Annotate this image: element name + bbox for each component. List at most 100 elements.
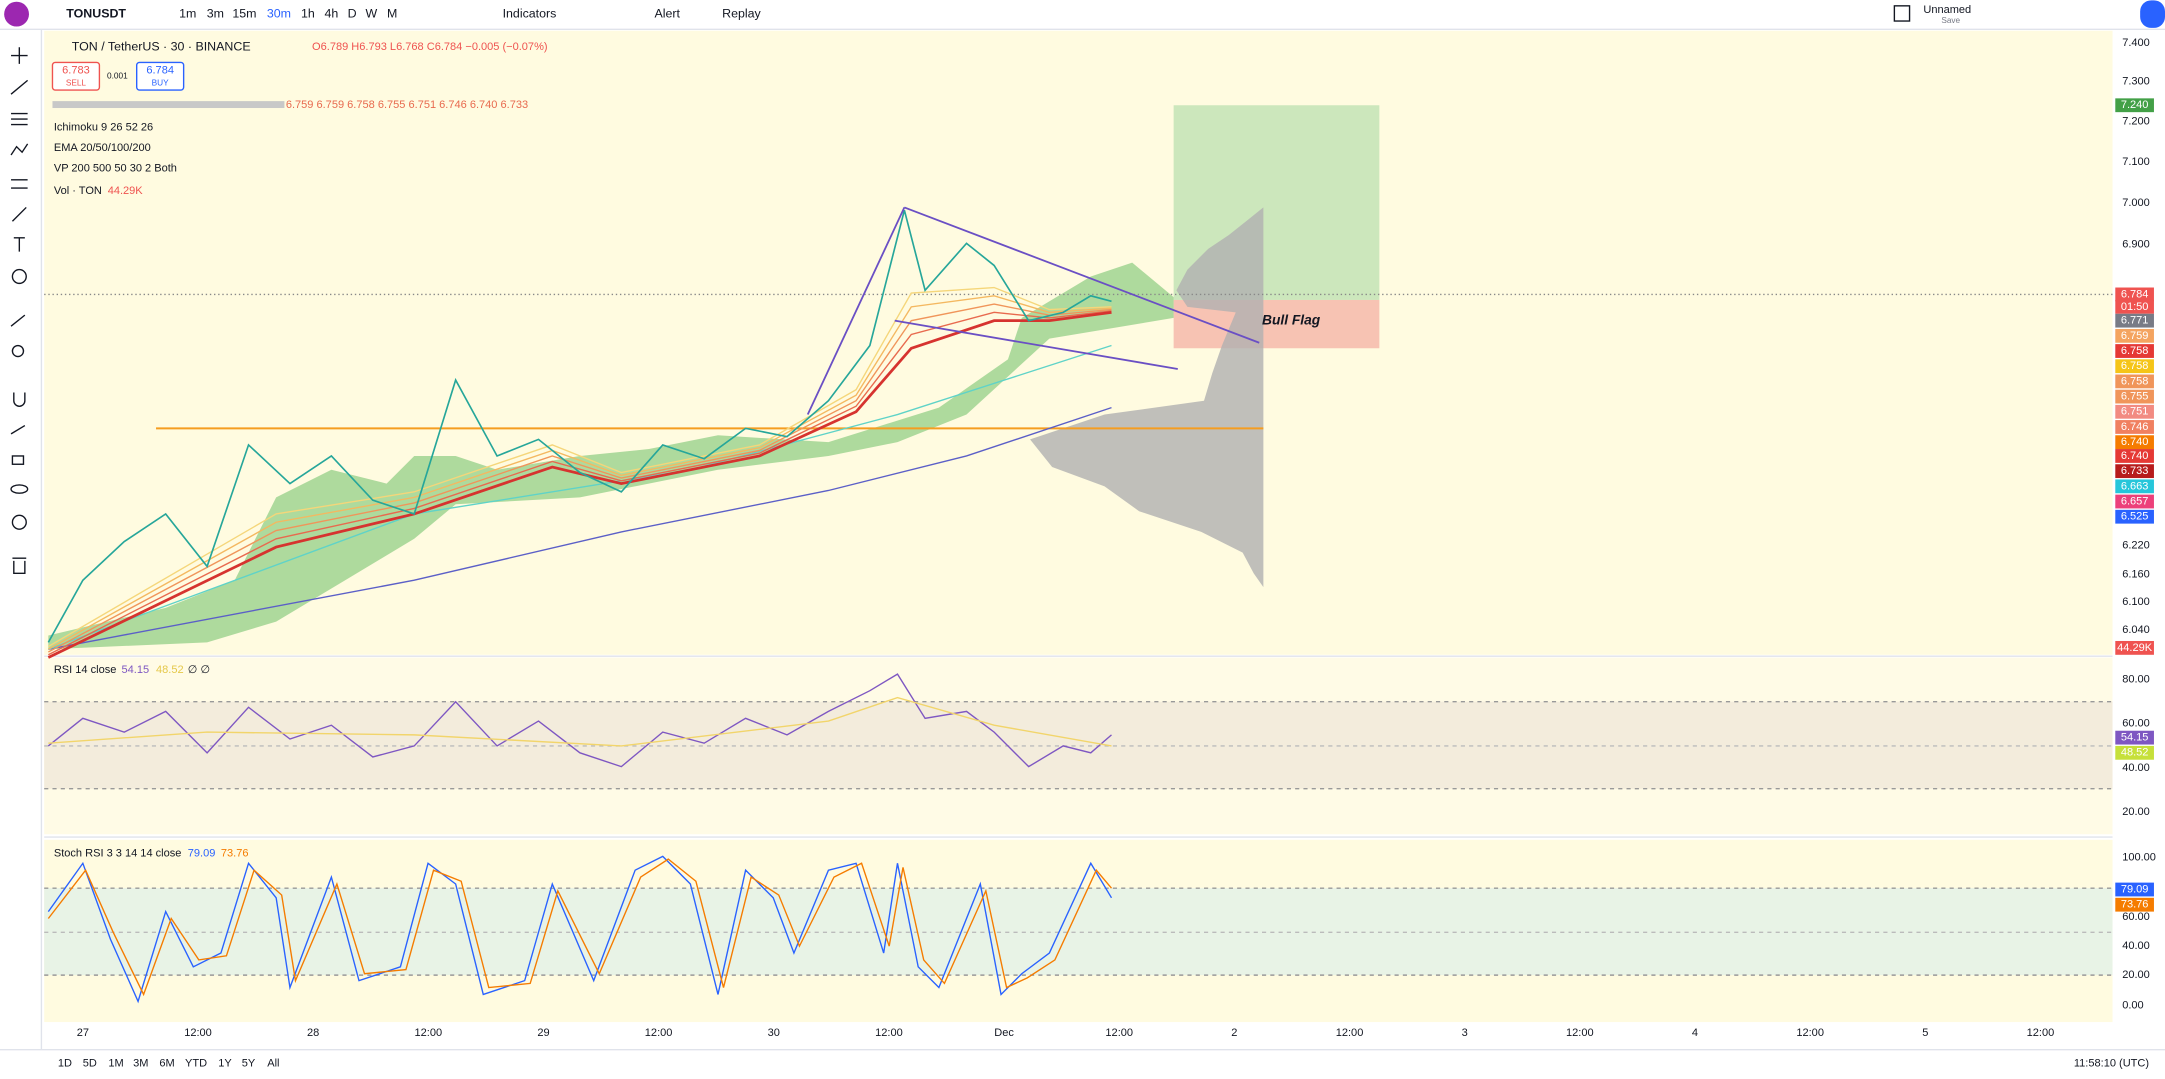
range-button[interactable]: YTD	[185, 1057, 207, 1069]
price-badge-label: 6.784	[2121, 288, 2149, 300]
publish-button[interactable]	[2140, 0, 2165, 28]
price-badge	[2115, 479, 2154, 494]
interval-button[interactable]: 30m	[267, 6, 291, 20]
price-badge	[2115, 359, 2154, 374]
time-label: 12:00	[1105, 1027, 1133, 1039]
price-label: 6.900	[2122, 239, 2150, 251]
price-badge	[2115, 494, 2154, 509]
sell-price[interactable]: 6.783	[62, 65, 90, 77]
price-badge	[2115, 313, 2154, 328]
price-badge-label: 6.758	[2121, 360, 2149, 372]
price-badge-label: 6.751	[2121, 406, 2149, 418]
range-button[interactable]: 1D	[58, 1057, 72, 1069]
sell-label[interactable]: SELL	[66, 78, 87, 87]
rsi-axis-label: 40.00	[2122, 762, 2150, 774]
buy-label[interactable]: BUY	[152, 78, 169, 87]
save-label[interactable]: Save	[1941, 16, 1960, 25]
replay-button[interactable]: Replay	[722, 6, 761, 20]
layout-name[interactable]: Unnamed	[1923, 4, 1971, 16]
time-label: 4	[1692, 1027, 1698, 1039]
avatar[interactable]	[4, 1, 29, 27]
ichimoku-label: Ichimoku 9 26 52 26	[54, 121, 153, 133]
interval-button[interactable]: 15m	[232, 6, 256, 20]
price-badge-label: 6.740	[2121, 436, 2149, 448]
volume-profile	[1030, 207, 1264, 588]
ichimoku-cloud	[48, 262, 1174, 650]
rsi-axis-label: 80.00	[2122, 674, 2150, 686]
range-button[interactable]: All	[267, 1057, 279, 1069]
price-badge-label: 6.758	[2121, 345, 2149, 357]
price-label: 7.000	[2122, 197, 2150, 209]
interval-button[interactable]: 3m	[207, 6, 224, 20]
price-badge	[2115, 374, 2154, 389]
symbol[interactable]: TONUSDT	[66, 6, 126, 20]
time-label: 27	[77, 1027, 89, 1039]
interval-button[interactable]: D	[348, 6, 357, 20]
range-button[interactable]: 1M	[108, 1057, 123, 1069]
stoch-k-value: 79.09	[188, 848, 216, 860]
price-badge	[2115, 344, 2154, 358]
rsi-line	[47, 673, 1112, 768]
range-button[interactable]: 1Y	[218, 1057, 232, 1069]
price-badge-label: 6.525	[2121, 511, 2149, 523]
interval-button[interactable]: M	[387, 6, 397, 20]
price-badge-label: 6.746	[2121, 421, 2149, 433]
stoch-axis-label: 100.00	[2122, 852, 2156, 864]
price-badge-label: 6.759	[2121, 330, 2149, 342]
time-label: 28	[307, 1027, 319, 1039]
interval-button[interactable]: 1h	[301, 6, 315, 20]
rsi-badge	[2115, 730, 2154, 745]
alert-button[interactable]: Alert	[654, 6, 680, 20]
stoch-axis-label: 40.00	[2122, 940, 2150, 952]
rsi-axis-label: 60.00	[2122, 718, 2150, 730]
price-badge	[2115, 509, 2154, 524]
buy-button[interactable]	[136, 61, 185, 91]
interval-button[interactable]: 4h	[324, 6, 338, 20]
range-button[interactable]: 5D	[83, 1057, 97, 1069]
ma-values: 6.759 6.759 6.758 6.755 6.751 6.746 6.74…	[286, 99, 528, 111]
price-badge	[2115, 464, 2154, 479]
price-badge	[2115, 389, 2154, 404]
time-label: 12:00	[1796, 1027, 1824, 1039]
price-badge-label: 6.657	[2121, 495, 2149, 507]
time-label: 12:00	[184, 1027, 212, 1039]
range-button[interactable]: 6M	[159, 1057, 174, 1069]
stoch-title: Stoch RSI 3 3 14 14 close	[54, 848, 182, 860]
left-toolbar[interactable]	[10, 47, 29, 575]
legend-ohlc: O6.789 H6.793 L6.768 C6.784 −0.005 (−0.0…	[312, 41, 548, 53]
time-label: 12:00	[2027, 1027, 2055, 1039]
buy-price[interactable]: 6.784	[146, 65, 174, 77]
price-badge	[2115, 640, 2154, 655]
price-label: 6.220	[2122, 540, 2150, 552]
stoch-axis-label: 60.00	[2122, 911, 2150, 923]
time-label: 12:00	[415, 1027, 443, 1039]
ma-bar	[52, 101, 285, 109]
time-label: Dec	[994, 1027, 1014, 1039]
price-label: 7.200	[2122, 116, 2150, 128]
price-badge-label: 6.663	[2121, 480, 2149, 492]
flag-lower	[894, 319, 1178, 370]
flag-pole	[806, 207, 906, 415]
price-badge-label: 6.755	[2121, 391, 2149, 403]
sell-button[interactable]	[51, 61, 101, 91]
price-badge	[2115, 435, 2154, 450]
interval-button[interactable]: 1m	[179, 6, 196, 20]
time-label: 29	[537, 1027, 549, 1039]
interval-button[interactable]: W	[366, 6, 378, 20]
price-badge	[2115, 420, 2154, 434]
layout-checkbox[interactable]	[1893, 5, 1911, 22]
time-label: 12:00	[645, 1027, 673, 1039]
time-label: 12:00	[1566, 1027, 1594, 1039]
clock: 11:58:10 (UTC)	[2074, 1057, 2149, 1069]
range-button[interactable]: 5Y	[242, 1057, 256, 1069]
time-label: 12:00	[1336, 1027, 1364, 1039]
stoch-axis-label: 20.00	[2122, 969, 2150, 981]
rsi-badge-label: 54.15	[2121, 732, 2149, 744]
price-badge-label: 6.740	[2121, 450, 2149, 462]
time-label: 3	[1462, 1027, 1468, 1039]
rsi-ma	[48, 696, 1112, 747]
indicators-button[interactable]: Indicators	[503, 6, 557, 20]
range-button[interactable]: 3M	[133, 1057, 148, 1069]
